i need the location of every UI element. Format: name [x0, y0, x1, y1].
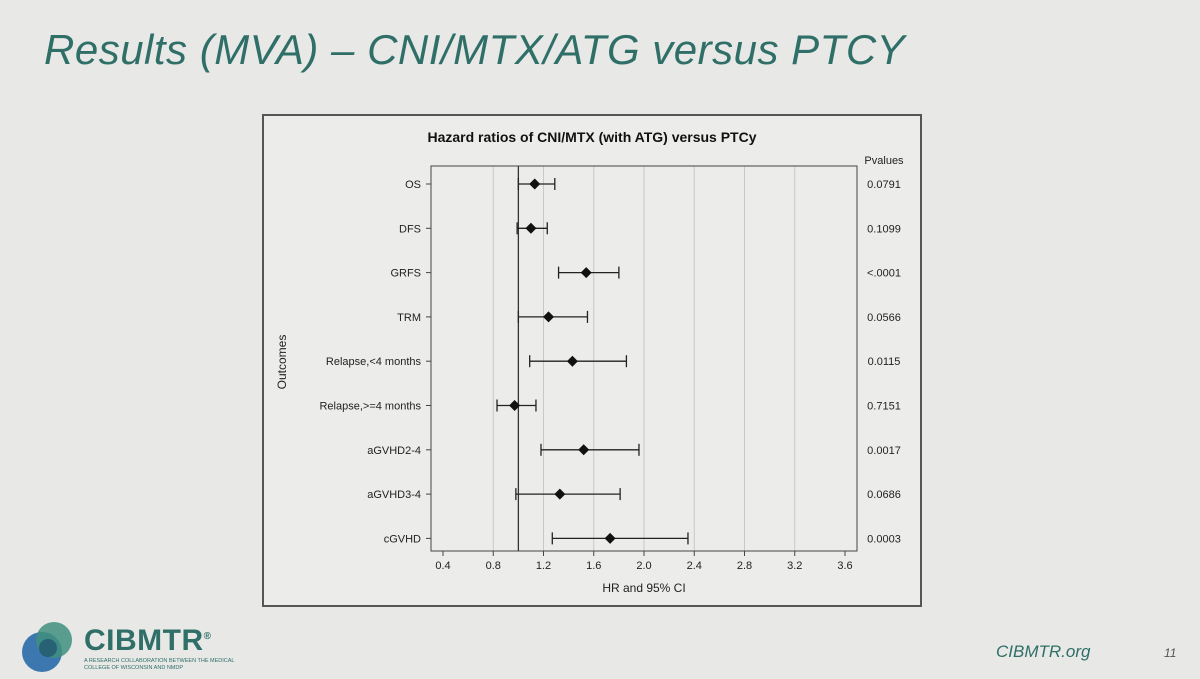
- pvalue-label: 0.0003: [867, 533, 901, 545]
- hr-point: [580, 267, 592, 279]
- x-tick-label: 2.4: [687, 560, 702, 572]
- pvalue-label: 0.0686: [867, 489, 901, 501]
- row-label: TRM: [397, 312, 421, 324]
- hr-point: [525, 222, 537, 234]
- hr-point: [578, 444, 590, 456]
- x-tick-label: 0.4: [435, 560, 450, 572]
- pvalue-label: 0.0017: [867, 445, 901, 457]
- hr-point: [529, 178, 541, 190]
- logo-wordmark: CIBMTR®: [84, 624, 212, 657]
- hr-point: [543, 311, 555, 323]
- page-number: 11: [1164, 646, 1177, 660]
- y-axis-label: Outcomes: [275, 335, 289, 390]
- forest-plot-frame: Hazard ratios of CNI/MTX (with ATG) vers…: [262, 114, 922, 607]
- logo-tagline: A research collaboration between the Med…: [84, 658, 235, 671]
- x-tick-label: 3.2: [787, 560, 802, 572]
- x-tick-label: 2.8: [737, 560, 752, 572]
- row-label: GRFS: [390, 268, 421, 280]
- pvalue-label: 0.0115: [868, 356, 901, 368]
- pvalue-label: 0.1099: [867, 223, 901, 235]
- row-label: aGVHD3-4: [367, 489, 421, 501]
- row-label: Relapse,>=4 months: [319, 401, 421, 413]
- pvalue-label: <.0001: [867, 268, 901, 280]
- hr-point: [509, 400, 521, 411]
- row-label: Relapse,<4 months: [326, 356, 422, 368]
- x-tick-label: 1.2: [536, 560, 551, 572]
- x-tick-label: 0.8: [486, 560, 501, 572]
- pvalue-label: 0.0791: [867, 179, 901, 191]
- row-label: cGVHD: [384, 533, 421, 545]
- cibmtr-logo: CIBMTR® A research collaboration between…: [18, 618, 238, 674]
- row-label: OS: [405, 179, 421, 191]
- x-axis-label: HR and 95% CI: [602, 581, 685, 595]
- hr-point: [604, 532, 616, 544]
- pvalue-label: 0.0566: [867, 312, 901, 324]
- slide-title: Results (MVA) – CNI/MTX/ATG versus PTCY: [44, 26, 906, 73]
- x-tick-label: 1.6: [586, 560, 601, 572]
- chart-title: Hazard ratios of CNI/MTX (with ATG) vers…: [427, 129, 756, 145]
- row-label: DFS: [399, 223, 421, 235]
- hr-point: [566, 355, 578, 367]
- pvalue-header: Pvalues: [864, 155, 904, 167]
- pvalue-label: 0.7151: [867, 401, 901, 413]
- x-tick-label: 3.6: [837, 560, 852, 572]
- footer-url: CIBMTR.org: [996, 642, 1091, 661]
- hr-point: [554, 488, 566, 500]
- forest-plot: Hazard ratios of CNI/MTX (with ATG) vers…: [275, 129, 904, 595]
- x-tick-label: 2.0: [636, 560, 651, 572]
- logo-circles-icon: [22, 622, 72, 672]
- row-label: aGVHD2-4: [367, 445, 421, 457]
